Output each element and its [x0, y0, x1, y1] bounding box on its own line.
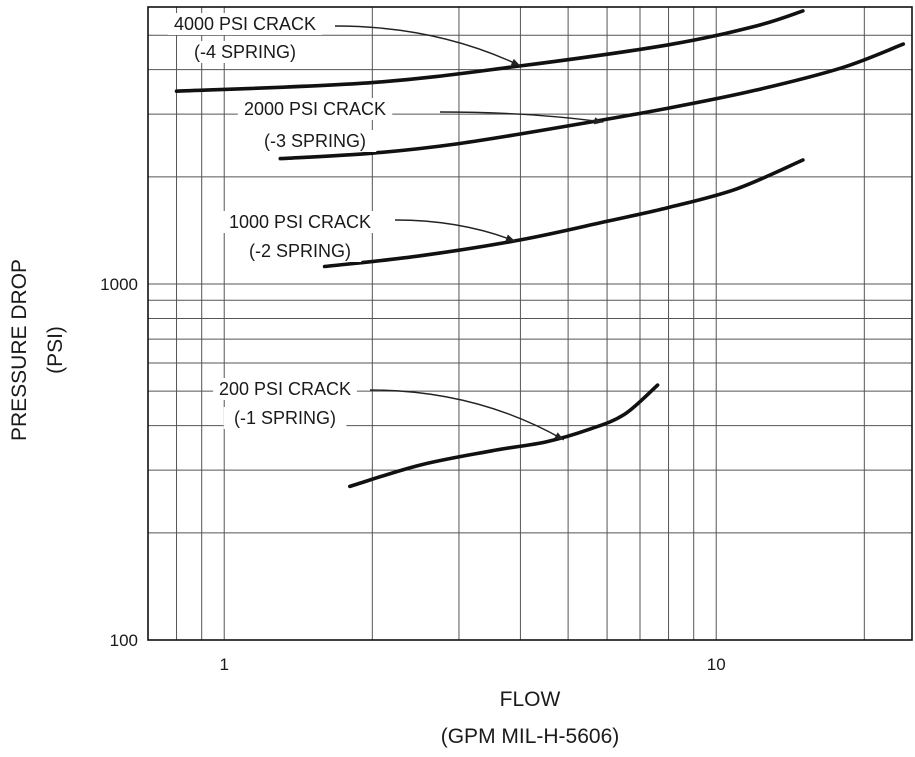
annotation: 200 PSI CRACK (-1 SPRING) — [213, 378, 565, 441]
curve-2000-psi-crack — [278, 42, 906, 161]
annotation-title: 4000 PSI CRACK — [174, 14, 316, 34]
annotation-arrowhead — [505, 234, 516, 242]
annotation-layer: 4000 PSI CRACK (-4 SPRING) 2000 PSI CRACK (… — [167, 13, 604, 441]
annotation-label-bg — [223, 407, 347, 429]
annotation-subtitle: (-2 SPRING) — [249, 241, 351, 261]
annotation-label-bg — [167, 13, 323, 35]
y-axis-title: PRESSURE DROP — [8, 259, 31, 441]
annotation-label-bg — [222, 211, 378, 233]
tick-label-layer: 1 10 100 1000 — [100, 275, 726, 674]
y-tick-label: 100 — [110, 631, 138, 650]
annotation-label-bg — [237, 98, 393, 120]
y-axis-subtitle: (PSI) — [44, 326, 67, 374]
annotation-title: 2000 PSI CRACK — [244, 99, 386, 119]
x-axis-title: FLOW — [500, 688, 561, 711]
annotation-subtitle: (-1 SPRING) — [234, 408, 336, 428]
x-axis-subtitle: (GPM MIL-H-5606) — [441, 725, 620, 748]
y-tick-label: 1000 — [100, 275, 138, 294]
annotation-subtitle: (-3 SPRING) — [264, 131, 366, 151]
annotation-label-bg — [253, 130, 377, 152]
annotation-leader-line — [439, 111, 604, 123]
plot-frame — [147, 6, 913, 641]
annotation-label-bg — [213, 378, 357, 400]
grid-layer — [148, 7, 912, 640]
annotation: 2000 PSI CRACK (-3 SPRING) — [237, 98, 604, 152]
annotation-leader-line — [369, 389, 565, 441]
annotation-label-bg — [238, 240, 362, 262]
curve-200-psi-crack — [348, 383, 660, 489]
annotation-arrowhead — [554, 432, 564, 440]
annotation-subtitle: (-4 SPRING) — [194, 42, 296, 62]
annotation: 4000 PSI CRACK (-4 SPRING) — [167, 13, 521, 67]
curve-layer — [174, 9, 906, 489]
annotation-title: 1000 PSI CRACK — [229, 212, 371, 232]
annotation-leader-line — [334, 25, 521, 67]
annotation-label-bg — [183, 41, 307, 63]
x-tick-label: 1 — [219, 655, 228, 674]
annotation-leader-line — [394, 219, 516, 242]
curve-4000-psi-crack — [174, 9, 805, 93]
annotation-arrowhead — [510, 58, 521, 66]
annotation-arrowhead — [594, 117, 604, 125]
x-tick-label: 10 — [707, 655, 726, 674]
annotation-title: 200 PSI CRACK — [219, 379, 351, 399]
annotation: 1000 PSI CRACK (-2 SPRING) — [222, 211, 516, 262]
curve-1000-psi-crack — [322, 158, 805, 269]
